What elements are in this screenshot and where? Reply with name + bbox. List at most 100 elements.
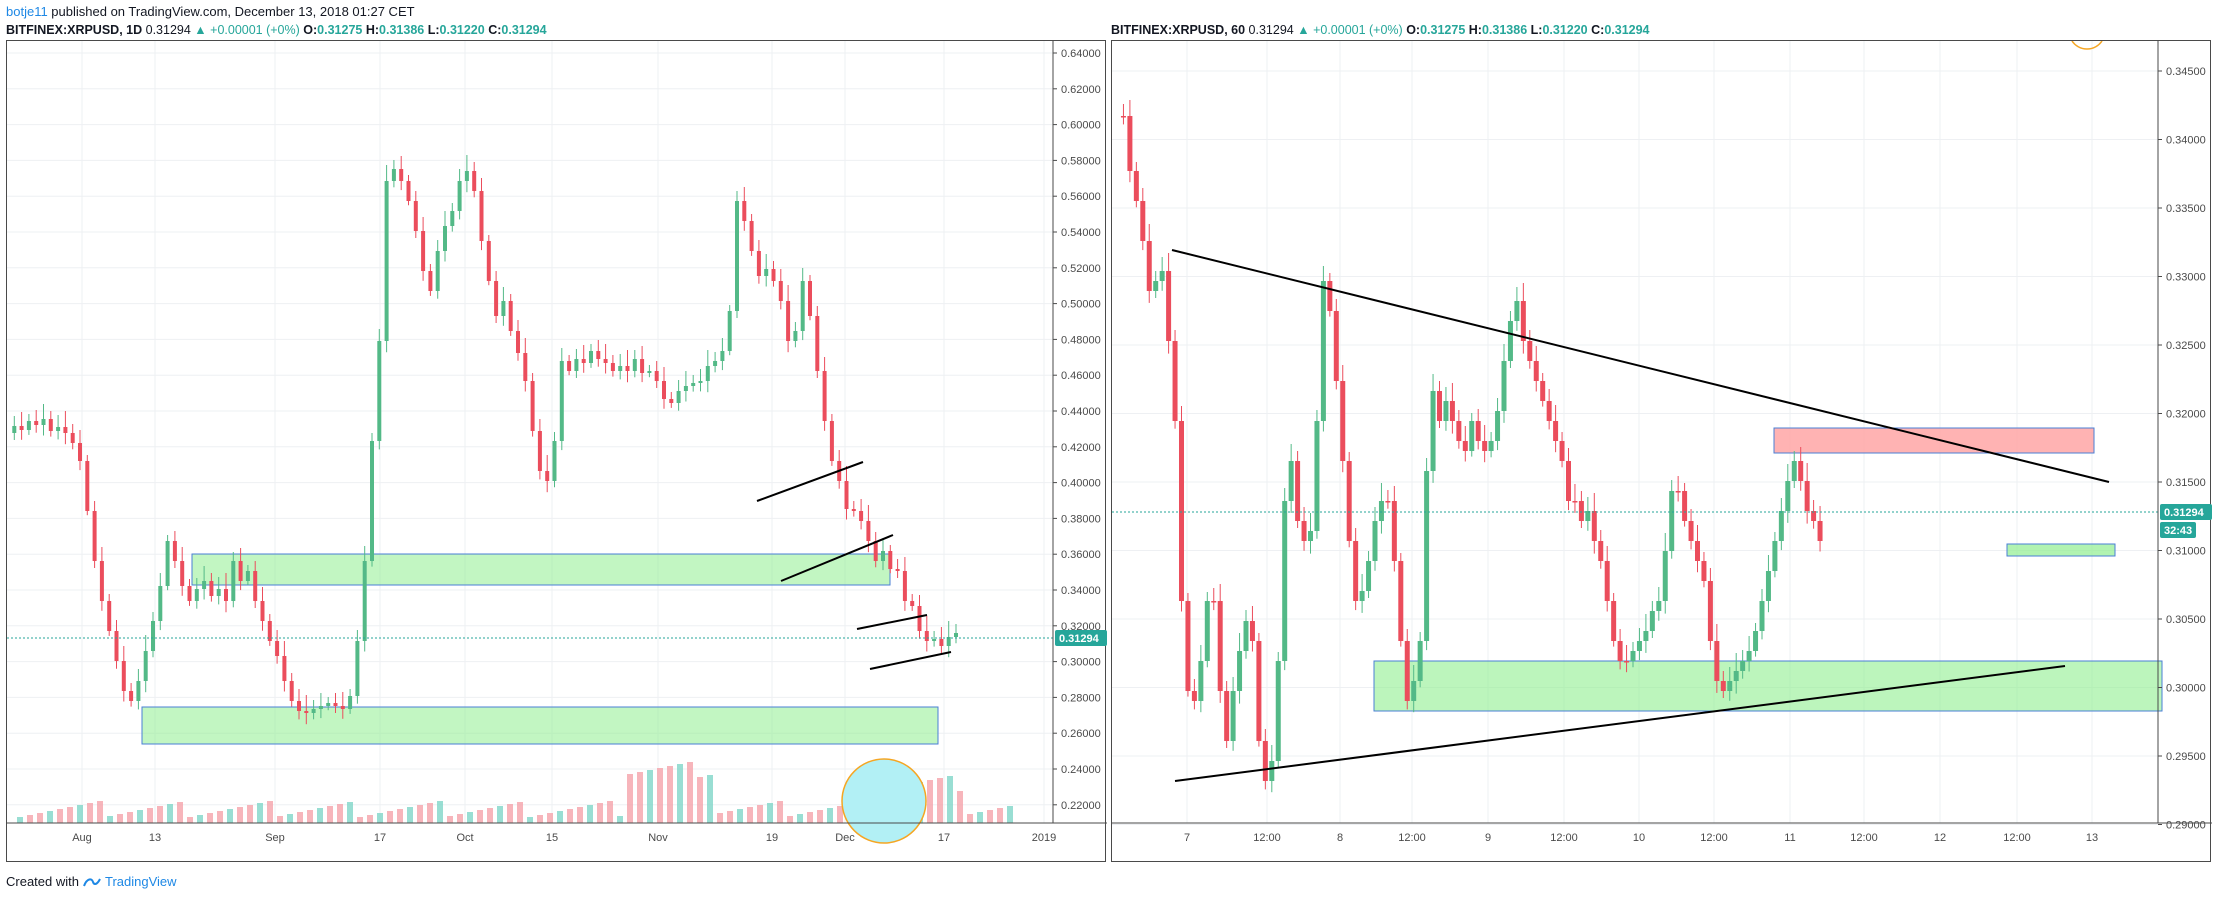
left-close: 0.31294 [501, 23, 547, 37]
y-tick-label: 0.22000 [1061, 800, 1101, 812]
x-tick-label: 13 [2086, 832, 2098, 844]
y-tick-label: 0.56000 [1061, 191, 1101, 203]
right-candles [1120, 100, 1823, 793]
left-price-badge: 0.31294 [1055, 630, 1107, 646]
y-tick-label: 0.40000 [1061, 478, 1101, 490]
y-tick-label: 0.26000 [1061, 728, 1101, 740]
left-circle-marker[interactable] [841, 758, 927, 844]
x-tick-label: Aug [72, 832, 92, 844]
x-tick-label: Nov [648, 832, 668, 844]
right-support-zone[interactable] [1373, 660, 2163, 712]
x-tick-label: 10 [1633, 832, 1645, 844]
right-price-label: 0.31294 [2164, 507, 2205, 519]
right-open: 0.31275 [1420, 23, 1466, 37]
y-tick-label: 0.64000 [1061, 48, 1101, 60]
left-grid [7, 41, 1053, 823]
y-tick-label: 0.29500 [2166, 751, 2206, 763]
y-tick-label: 0.30000 [2166, 683, 2206, 695]
left-low: 0.31220 [439, 23, 485, 37]
left-symbol[interactable]: BITFINEX:XRPUSD, 1D [6, 23, 143, 37]
right-y-ticks: 0.34500 0.34000 0.33500 0.33000 0.32500 0.320… [2158, 66, 2206, 832]
left-high-label: H: [365, 23, 380, 37]
y-tick-label: 0.28000 [1061, 692, 1101, 704]
x-tick-label: 12:00 [1253, 832, 1281, 844]
x-tick-label: 2019 [1032, 832, 1056, 844]
left-legend: BITFINEX:XRPUSD, 1D 0.31294 ▲ +0.00001 (… [6, 23, 547, 37]
x-tick-label: 19 [766, 832, 778, 844]
x-tick-label: 12:00 [1398, 832, 1426, 844]
right-ascending-trendline[interactable] [1174, 665, 2066, 782]
y-tick-label: 0.31000 [2166, 546, 2206, 558]
y-tick-label: 0.52000 [1061, 263, 1101, 275]
y-tick-label: 0.60000 [1061, 120, 1101, 132]
right-descending-trendline[interactable] [1171, 249, 2110, 483]
left-chart-svg[interactable]: 0.64000 0.62000 0.60000 0.58000 0.56000 0.540… [7, 41, 1107, 863]
tradingview-brand-link[interactable]: TradingView [104, 874, 177, 889]
y-tick-label: 0.29000 [2166, 820, 2206, 832]
y-tick-label: 0.24000 [1061, 764, 1101, 776]
tradingview-logo-icon [83, 877, 101, 886]
left-open: 0.31275 [317, 23, 363, 37]
right-legend: BITFINEX:XRPUSD, 60 0.31294 ▲ +0.00001 (… [1111, 23, 1650, 37]
y-tick-label: 0.62000 [1061, 84, 1101, 96]
x-tick-label: 12:00 [2003, 832, 2031, 844]
publish-header: botje11 published on TradingView.com, De… [6, 4, 415, 19]
right-change: ▲ +0.00001 (+0%) [1297, 23, 1403, 37]
left-candles [12, 155, 958, 725]
left-trendline-2[interactable] [780, 534, 894, 582]
y-tick-label: 0.46000 [1061, 370, 1101, 382]
y-tick-label: 0.38000 [1061, 513, 1101, 525]
left-change: ▲ +0.00001 (+0%) [194, 23, 300, 37]
y-tick-label: 0.32500 [2166, 340, 2206, 352]
y-tick-label: 0.30500 [2166, 614, 2206, 626]
left-high: 0.31386 [379, 23, 425, 37]
right-resistance-zone[interactable] [1773, 427, 2095, 454]
right-high-label: H: [1468, 23, 1482, 37]
y-tick-label: 0.34000 [1061, 585, 1101, 597]
y-tick-label: 0.42000 [1061, 442, 1101, 454]
left-open-label: O: [303, 23, 318, 37]
y-tick-label: 0.32000 [1061, 621, 1101, 633]
right-chart-svg[interactable]: 0.34500 0.34000 0.33500 0.33000 0.32500 0.320… [1112, 41, 2212, 863]
right-high: 0.31386 [1481, 23, 1528, 37]
y-tick-label: 0.44000 [1061, 406, 1101, 418]
right-symbol[interactable]: BITFINEX:XRPUSD, 60 [1111, 23, 1246, 37]
left-trendline-4[interactable] [869, 651, 952, 670]
right-x-ticks: 7 12:00 8 12:00 9 12:00 10 12:00 11 12:00 12 12:00 1… [1184, 832, 2098, 844]
x-tick-label: Sep [265, 832, 285, 844]
author-link[interactable]: botje11 [6, 4, 48, 19]
left-low-label: L: [427, 23, 440, 37]
right-small-zone[interactable] [2006, 543, 2116, 557]
right-low: 0.31220 [1542, 23, 1588, 37]
left-close-label: C: [488, 23, 502, 37]
y-tick-label: 0.36000 [1061, 549, 1101, 561]
left-trendline-1[interactable] [756, 461, 864, 502]
left-support-zone-lower[interactable] [141, 706, 939, 745]
y-tick-label: 0.48000 [1061, 334, 1101, 346]
x-tick-label: 15 [546, 832, 558, 844]
x-tick-label: 12:00 [1700, 832, 1728, 844]
y-tick-label: 0.58000 [1061, 155, 1101, 167]
left-support-zone-upper[interactable] [191, 553, 891, 586]
left-trendline-3[interactable] [856, 614, 928, 630]
left-x-ticks: Aug 13 Sep 17 Oct 15 Nov 19 Dec 17 2019 [72, 832, 1056, 844]
right-close-label: C: [1591, 23, 1605, 37]
x-tick-label: 11 [1784, 832, 1795, 844]
right-close: 0.31294 [1604, 23, 1650, 37]
x-tick-label: 7 [1184, 832, 1190, 844]
x-tick-label: 12:00 [1550, 832, 1578, 844]
x-tick-label: Dec [835, 832, 855, 844]
right-price-badge: 0.31294 32:43 [2160, 504, 2212, 538]
y-tick-label: 0.33000 [2166, 272, 2206, 284]
y-tick-label: 0.31500 [2166, 477, 2206, 489]
right-open-label: O: [1406, 23, 1421, 37]
y-tick-label: 0.34500 [2166, 66, 2206, 78]
right-chart-panel[interactable]: 0.34500 0.34000 0.33500 0.33000 0.32500 0.320… [1111, 40, 2212, 863]
x-tick-label: 9 [1485, 832, 1491, 844]
left-chart-panel[interactable]: 0.64000 0.62000 0.60000 0.58000 0.56000 0.540… [6, 40, 1107, 863]
y-tick-label: 0.54000 [1061, 227, 1101, 239]
y-tick-label: 0.50000 [1061, 299, 1101, 311]
x-tick-label: 12 [1934, 832, 1946, 844]
x-tick-label: 13 [149, 832, 161, 844]
y-tick-label: 0.33500 [2166, 203, 2206, 215]
